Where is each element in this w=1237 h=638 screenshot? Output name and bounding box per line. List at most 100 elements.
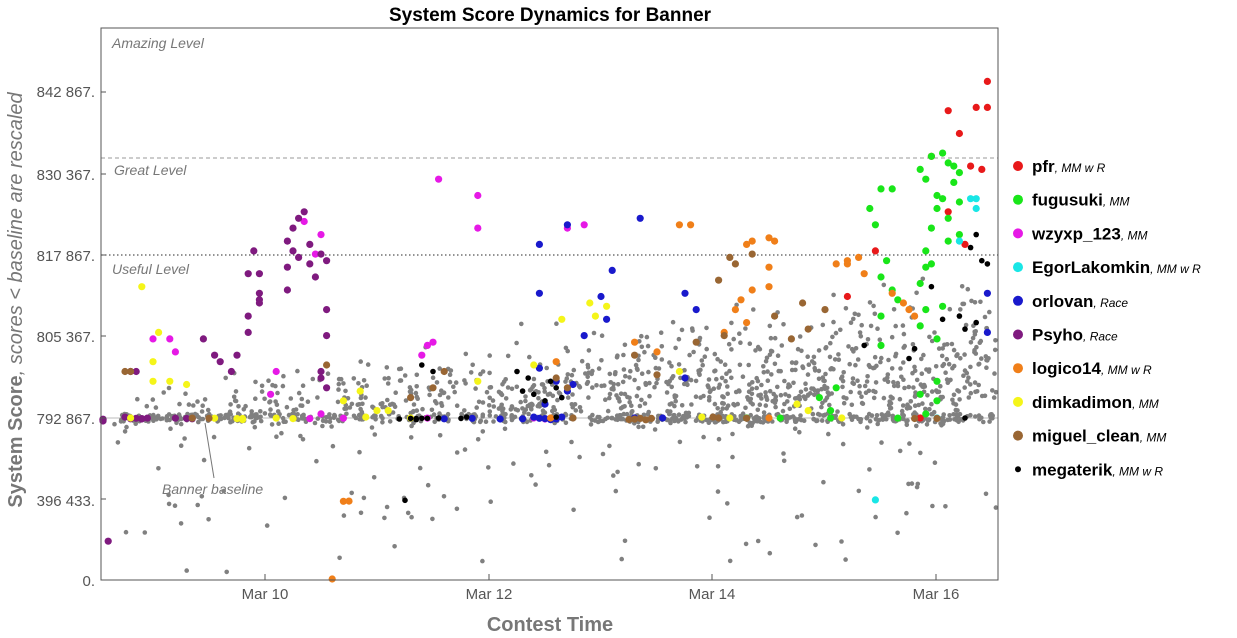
series-point-miguel_clean <box>636 414 644 422</box>
submission-point <box>269 422 275 427</box>
submission-point <box>470 362 476 368</box>
chart-title: System Score Dynamics for Banner <box>389 5 712 26</box>
submission-point <box>974 344 979 350</box>
submission-point <box>636 386 641 391</box>
submission-point <box>737 331 742 337</box>
submission-point <box>849 402 855 408</box>
submission-point <box>830 334 835 340</box>
series-point-megaterik <box>962 326 968 332</box>
x-axis: Mar 10 Mar 12 Mar 14 Mar 16 <box>242 574 959 603</box>
submission-point <box>968 412 973 418</box>
series-point-megaterik <box>531 391 537 398</box>
series-point-miguel_clean <box>933 414 941 422</box>
series-point-megaterik <box>939 316 946 323</box>
submission-point <box>920 401 925 406</box>
submission-point <box>943 504 948 509</box>
submission-point <box>625 394 630 400</box>
submission-point <box>942 342 947 348</box>
series-point-logico14 <box>737 296 745 304</box>
submission-point <box>952 417 957 422</box>
submission-point <box>823 371 828 377</box>
submission-point <box>206 517 211 522</box>
series-point-fugusuki <box>916 279 924 288</box>
submission-point <box>961 373 966 379</box>
submission-point <box>659 357 665 362</box>
submission-point <box>769 372 774 377</box>
legend-series-tag: , MM <box>1103 195 1130 209</box>
submission-point <box>488 385 494 390</box>
submission-point <box>929 338 935 344</box>
submission-point <box>763 359 769 364</box>
submission-point <box>725 384 730 389</box>
submission-point <box>957 397 962 402</box>
series-point-miguel_clean <box>715 414 723 422</box>
submission-point <box>727 368 732 374</box>
submission-point <box>875 421 880 427</box>
submission-point <box>850 376 856 381</box>
submission-point <box>848 414 854 420</box>
submission-point <box>153 405 159 410</box>
submission-point <box>914 423 919 429</box>
submission-point <box>429 407 435 413</box>
series-point-pfr <box>972 103 980 111</box>
series-point-Psyho <box>199 335 207 343</box>
submission-point <box>954 353 959 359</box>
submission-point <box>874 363 879 369</box>
submission-point <box>475 437 481 442</box>
series-point-dimkadimon <box>804 407 812 415</box>
submission-point <box>480 412 486 418</box>
series-point-fugusuki <box>955 231 964 239</box>
submission-point <box>349 401 355 407</box>
series-point-Psyho <box>143 414 151 422</box>
submission-point <box>831 292 836 298</box>
submission-point <box>115 440 121 445</box>
submission-point <box>586 395 591 400</box>
submission-point <box>933 364 939 369</box>
submission-point <box>923 406 928 412</box>
series-point-fugusuki <box>827 407 835 415</box>
submission-point <box>789 367 795 373</box>
legend-item-logico14: logico14, MM w R <box>1013 359 1152 378</box>
submission-point <box>585 379 591 385</box>
series-point-wzyxp_123 <box>474 191 482 200</box>
submission-point <box>454 403 460 409</box>
series-point-fugusuki <box>894 414 902 422</box>
submission-point <box>981 419 986 425</box>
submission-point <box>673 345 678 351</box>
submission-point <box>899 374 904 380</box>
submission-point <box>291 407 296 413</box>
submission-point <box>526 411 531 417</box>
submission-point <box>328 416 333 421</box>
submission-point <box>826 431 831 437</box>
submission-point <box>678 417 684 422</box>
submission-point <box>315 395 320 400</box>
submission-point <box>511 461 516 466</box>
submission-point <box>607 371 613 377</box>
submission-point <box>335 399 341 405</box>
submission-point <box>408 435 414 440</box>
submission-point <box>542 385 547 391</box>
submission-point <box>987 419 992 424</box>
submission-point <box>740 374 746 380</box>
submission-point <box>841 400 847 406</box>
x-tick-label: Mar 14 <box>689 586 736 603</box>
series-point-dimkadimon <box>233 415 241 423</box>
submission-point <box>632 377 637 383</box>
submission-point <box>586 348 592 353</box>
submission-point <box>658 330 664 336</box>
submission-point <box>857 390 862 396</box>
series-point-logico14 <box>905 306 913 314</box>
submission-point <box>849 346 855 352</box>
submission-point <box>629 403 634 409</box>
submission-point <box>274 434 279 440</box>
submission-point <box>378 401 384 407</box>
submission-point <box>476 399 482 405</box>
submission-point <box>943 370 948 376</box>
submission-point <box>142 530 148 535</box>
submission-point <box>282 495 288 501</box>
submission-point <box>904 510 909 516</box>
series-point-logico14 <box>899 299 908 307</box>
submission-point <box>536 402 542 407</box>
series-point-pfr <box>944 208 952 216</box>
submission-point <box>874 413 880 418</box>
